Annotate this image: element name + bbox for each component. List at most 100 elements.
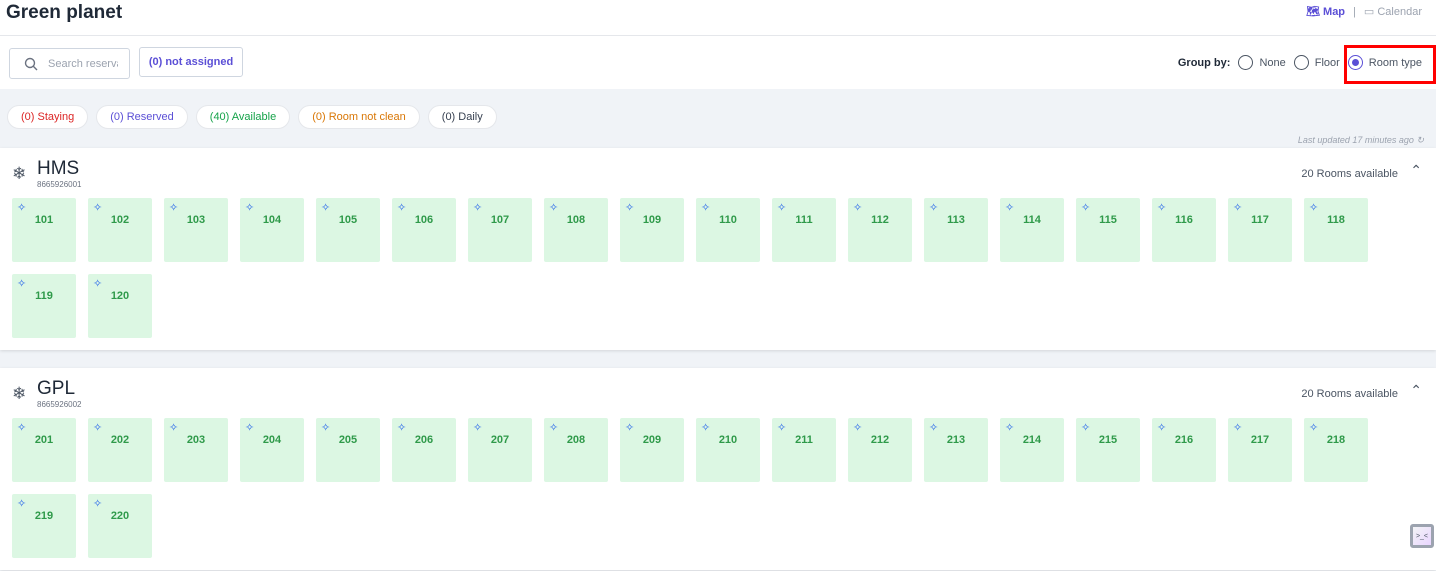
room-tile[interactable]: ✧ 114 [1000,198,1064,262]
room-number: 106 [414,214,434,226]
room-number: 111 [795,214,813,226]
room-tile[interactable]: ✧ 219 [12,494,76,558]
room-tile[interactable]: ✧ 107 [468,198,532,262]
room-tile[interactable]: ✧ 109 [620,198,684,262]
radio-circle[interactable] [1347,55,1363,70]
room-tile[interactable]: ✧ 101 [12,198,76,262]
room-number: 215 [1098,434,1118,446]
room-tile[interactable]: ✧ 212 [848,418,912,482]
view-switcher: 🗺 Map | ▭ Calendar [1306,5,1422,19]
room-tile[interactable]: ✧ 117 [1228,198,1292,262]
sparkle-icon: ✧ [1157,202,1167,214]
status-filters: (0) Staying (0) Reserved (40) Available (0)… [7,105,497,129]
page-title: Green planet [6,2,123,23]
sparkle-icon: ✧ [17,202,27,214]
room-tile[interactable]: ✧ 118 [1304,198,1368,262]
room-tile[interactable]: ✧ 105 [316,198,380,262]
room-tile[interactable]: ✧ 210 [696,418,760,482]
room-tile[interactable]: ✧ 209 [620,418,684,482]
radio-circle[interactable] [1238,55,1254,70]
room-tile[interactable]: ✧ 217 [1228,418,1292,482]
search-box[interactable] [9,48,130,79]
room-tile[interactable]: ✧ 102 [88,198,152,262]
filter-pill[interactable]: (40) Available [195,105,291,129]
group-room-type-radio[interactable]: Room type [1347,55,1422,70]
room-number: 105 [338,214,358,226]
room-tile[interactable]: ✧ 216 [1152,418,1216,482]
room-tile[interactable]: ✧ 104 [240,198,304,262]
sparkle-icon: ✧ [1309,422,1319,434]
room-tile[interactable]: ✧ 119 [12,274,76,338]
chevron-up-icon[interactable]: ⌃ [1410,382,1422,398]
filter-pill[interactable]: (0) Room not clean [298,105,420,129]
room-number: 220 [110,510,130,522]
room-tile[interactable]: ✧ 113 [924,198,988,262]
sparkle-icon: ✧ [1005,422,1015,434]
sparkle-icon: ✧ [1005,202,1015,214]
sparkle-icon: ✧ [1309,202,1319,214]
not-assigned-button[interactable]: (0) not assigned [139,47,243,77]
room-number: 102 [110,214,130,226]
room-tile[interactable]: ✧ 208 [544,418,608,482]
filter-pill[interactable]: (0) Staying [7,105,89,129]
room-tile[interactable]: ✧ 110 [696,198,760,262]
top-bar: Green planet 🗺 Map | ▭ Calendar [0,0,1436,36]
room-number: 212 [870,434,890,446]
group-none-radio[interactable]: None [1238,55,1286,70]
room-number: 204 [262,434,282,446]
group-name: HMS [37,158,80,179]
terminal-widget[interactable]: >_< [1410,524,1434,548]
room-tile[interactable]: ✧ 211 [772,418,836,482]
sparkle-icon: ✧ [1081,422,1091,434]
room-number: 112 [871,214,889,226]
room-tile[interactable]: ✧ 206 [392,418,456,482]
room-tile[interactable]: ✧ 115 [1076,198,1140,262]
group-floor-radio[interactable]: Floor [1293,55,1340,70]
room-tile[interactable]: ✧ 218 [1304,418,1368,482]
room-tile[interactable]: ✧ 111 [772,198,836,262]
room-tile[interactable]: ✧ 120 [88,274,152,338]
room-tile[interactable]: ✧ 201 [12,418,76,482]
sparkle-icon: ✧ [777,422,787,434]
search-input[interactable] [48,57,118,70]
sparkle-icon: ✧ [549,422,559,434]
room-tile[interactable]: ✧ 214 [1000,418,1064,482]
sparkle-icon: ✧ [17,278,27,290]
filter-pill[interactable]: (0) Daily [427,105,497,129]
room-tile[interactable]: ✧ 213 [924,418,988,482]
calendar-view-link[interactable]: ▭ Calendar [1363,6,1422,18]
room-tile[interactable]: ✧ 220 [88,494,152,558]
toolbar: (0) not assigned Group by: None Floor Ro… [0,36,1436,89]
room-tile[interactable]: ✧ 215 [1076,418,1140,482]
sparkle-icon: ✧ [1081,202,1091,214]
group-code: 8665926001 [37,180,82,189]
room-tile[interactable]: ✧ 103 [164,198,228,262]
room-number: 213 [946,434,966,446]
sparkle-icon: ✧ [1157,422,1167,434]
calendar-icon: ▭ [1363,6,1375,18]
sparkle-icon: ✧ [93,278,103,290]
sparkle-icon: ✧ [397,202,407,214]
room-tile[interactable]: ✧ 207 [468,418,532,482]
room-number: 206 [414,434,434,446]
sparkle-icon: ✧ [625,422,635,434]
refresh-icon[interactable]: ↻ [1416,135,1424,145]
map-view-link[interactable]: 🗺 Map [1306,6,1346,18]
room-tile[interactable]: ✧ 204 [240,418,304,482]
filter-pill[interactable]: (0) Reserved [96,105,188,129]
room-tile[interactable]: ✧ 116 [1152,198,1216,262]
sparkle-icon: ✧ [169,202,179,214]
room-tile[interactable]: ✧ 203 [164,418,228,482]
radio-circle[interactable] [1293,55,1309,70]
sparkle-icon: ✧ [17,422,27,434]
room-tile[interactable]: ✧ 205 [316,418,380,482]
room-number: 116 [1175,214,1193,226]
room-number: 119 [35,290,53,302]
room-number: 207 [490,434,510,446]
room-tile[interactable]: ✧ 108 [544,198,608,262]
room-tile[interactable]: ✧ 112 [848,198,912,262]
chevron-up-icon[interactable]: ⌃ [1410,162,1422,178]
room-tile[interactable]: ✧ 106 [392,198,456,262]
room-tile[interactable]: ✧ 202 [88,418,152,482]
room-number: 103 [186,214,206,226]
